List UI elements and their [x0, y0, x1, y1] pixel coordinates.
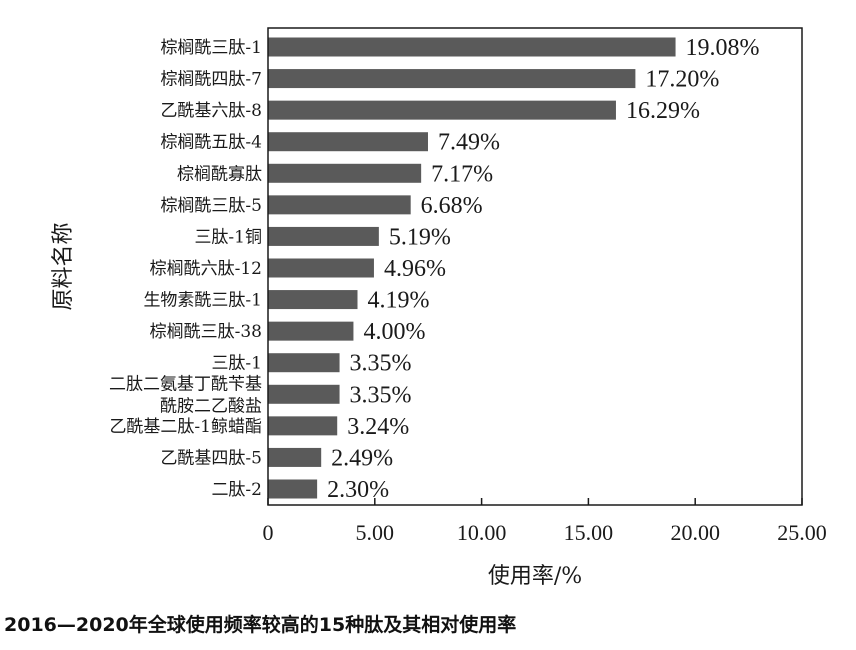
y-axis-title: 原料名称	[51, 222, 76, 310]
category-label: 二肽-2	[211, 480, 262, 500]
bar	[268, 447, 322, 467]
bars-layer	[268, 37, 676, 499]
bar	[268, 69, 636, 89]
x-tick-label: 25.00	[777, 520, 827, 545]
figure-caption: 2016—2020年全球使用频率较高的15种肽及其相对使用率	[4, 614, 517, 636]
bar-value-label: 4.96%	[384, 256, 446, 282]
bar-value-label: 2.30%	[327, 477, 389, 503]
category-label: 棕榈酰三肽-38	[150, 322, 262, 342]
bar	[268, 321, 354, 341]
bar-value-label: 3.35%	[350, 351, 412, 377]
plot-frame	[267, 27, 803, 506]
bar	[268, 416, 338, 436]
category-label: 棕榈酰寡肽	[177, 164, 262, 184]
category-label: 乙酰基六肽-8	[160, 101, 262, 121]
x-tick-label: 10.00	[457, 520, 507, 545]
bar	[268, 100, 616, 120]
bar	[268, 195, 411, 215]
category-label: 棕榈酰五肽-4	[160, 133, 262, 153]
bar-value-label: 7.49%	[438, 130, 500, 156]
bar-value-label: 19.08%	[686, 35, 760, 61]
bar	[268, 37, 676, 57]
bar	[268, 290, 358, 310]
bar-value-label: 4.00%	[363, 319, 425, 345]
bar-value-label: 5.19%	[389, 224, 451, 250]
bar-value-label: 2.49%	[331, 445, 393, 471]
category-label: 乙酰基二肽-1鲸蜡酯	[109, 417, 262, 437]
bar	[268, 163, 422, 183]
category-label: 三肽-1铜	[194, 227, 262, 247]
category-label: 棕榈酰四肽-7	[160, 70, 262, 90]
category-label: 乙酰基四肽-5	[160, 448, 262, 468]
bar-chart: 19.08% 棕榈酰三肽-1 17.20% 棕榈酰四肽-7 16.29% 乙酰基六肽-8 7…	[51, 27, 827, 589]
bar-value-label: 16.29%	[626, 98, 700, 124]
bar	[268, 258, 374, 278]
category-label: 三肽-1	[211, 354, 262, 374]
bar	[268, 479, 318, 499]
category-label: 棕榈酰三肽-5	[160, 196, 262, 216]
bar-value-label: 6.68%	[421, 193, 483, 219]
x-tick-label: 0	[263, 520, 274, 545]
bar-value-label: 3.24%	[347, 414, 409, 440]
x-tick-label: 15.00	[564, 520, 614, 545]
bar-value-label: 7.17%	[431, 161, 493, 187]
bar-value-label: 4.19%	[367, 288, 429, 314]
x-axis-title: 使用率/%	[488, 564, 582, 589]
ticks-layer: 0 5.00 10.00 15.00 20.00 25.00	[263, 498, 827, 545]
bar	[268, 353, 340, 373]
category-label: 生物素酰三肽-1	[143, 291, 262, 311]
bar	[268, 132, 428, 152]
x-tick-label: 5.00	[356, 520, 395, 545]
x-tick-label: 20.00	[670, 520, 720, 545]
bar-value-label: 3.35%	[350, 382, 412, 408]
bar-value-label: 17.20%	[645, 67, 719, 93]
category-label: 棕榈酰三肽-1	[160, 38, 262, 58]
category-label: 二肽二氨基丁酰苄基酰胺二乙酸盐	[109, 374, 262, 416]
labels-layer: 19.08% 棕榈酰三肽-1 17.20% 棕榈酰四肽-7 16.29% 乙酰基六肽-8 7…	[109, 35, 760, 503]
bar	[268, 226, 379, 246]
bar	[268, 384, 340, 404]
category-label: 棕榈酰六肽-12	[150, 259, 262, 279]
